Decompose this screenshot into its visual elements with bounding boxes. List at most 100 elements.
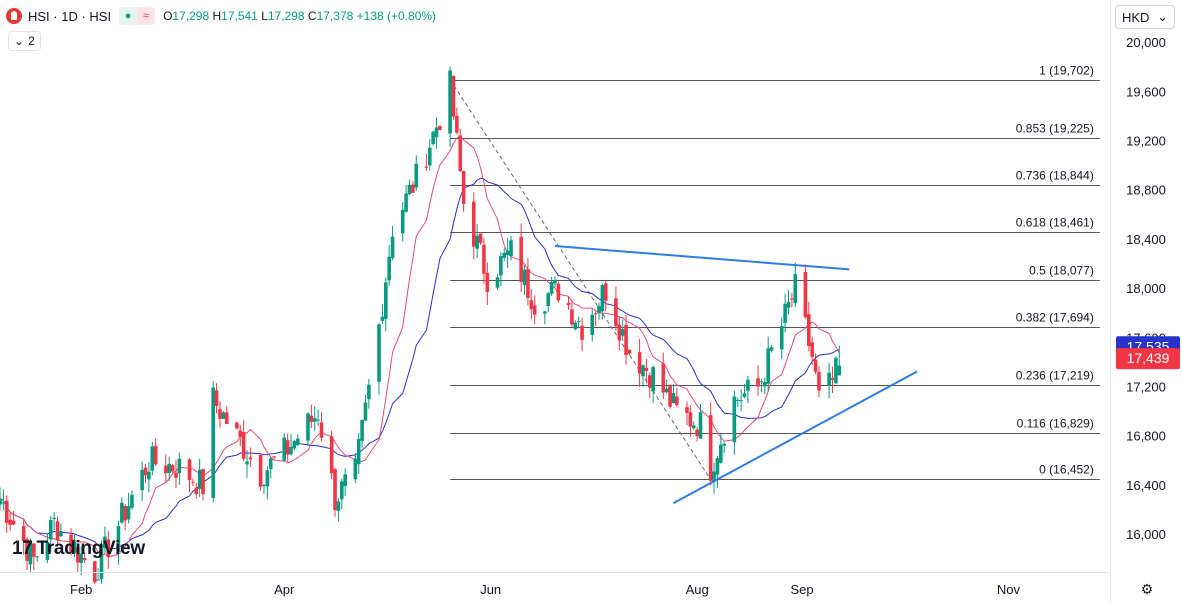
candle <box>641 364 645 387</box>
fib-level-label: 1 (19,702) <box>1039 64 1094 78</box>
candle <box>651 365 655 403</box>
candle-body <box>641 365 645 377</box>
candle <box>309 404 314 429</box>
candle-body <box>316 419 320 421</box>
high-value: 17,541 <box>221 9 258 23</box>
candle-body <box>448 70 452 134</box>
candle <box>813 353 818 375</box>
candle <box>546 291 551 313</box>
candle <box>400 202 405 242</box>
candle <box>363 394 368 421</box>
candle <box>126 492 131 524</box>
time-tick-label: Apr <box>274 582 295 597</box>
candle <box>593 311 598 326</box>
low-value: 17,298 <box>267 9 305 23</box>
fib-level-label: 0 (16,452) <box>1039 463 1094 477</box>
fibonacci-retracement: 1 (19,702) 0.853 (19,225) 0.736 (18,844) 0.… <box>449 64 1100 480</box>
candle <box>478 233 483 245</box>
candle <box>164 454 168 484</box>
candle <box>570 300 574 327</box>
gear-icon[interactable]: ⚙ <box>1140 580 1154 597</box>
candle <box>197 458 202 498</box>
candle <box>268 456 273 479</box>
candle <box>238 424 243 447</box>
candle <box>790 292 794 308</box>
candle <box>383 277 388 332</box>
candle <box>698 404 703 439</box>
candle-body <box>96 579 100 581</box>
time-tick-label: Jun <box>480 582 501 597</box>
price-tick-label: 16,400 <box>1126 478 1166 493</box>
status-pill[interactable]: ● ≈ <box>119 7 156 25</box>
candle <box>296 434 300 447</box>
candle <box>576 316 581 329</box>
candle-body <box>72 541 77 553</box>
candle <box>827 362 831 399</box>
candle <box>69 528 73 556</box>
ma-slow-line <box>0 177 840 550</box>
candle-body <box>475 235 479 249</box>
candle-body <box>414 163 419 188</box>
tradingview-logo[interactable]: 17 TradingView <box>12 538 145 560</box>
candle-body <box>590 314 595 335</box>
price-axis: 16,00016,40016,80017,20017,60018,00018,4… <box>1110 0 1182 603</box>
fib-level-label: 0.236 (17,219) <box>1016 369 1094 383</box>
candle-body <box>11 520 16 525</box>
price-tick-label: 18,000 <box>1126 281 1166 296</box>
open-value: 17,298 <box>172 9 210 23</box>
candle <box>482 238 486 285</box>
candle <box>214 383 219 414</box>
indicator-count: 2 <box>28 34 35 48</box>
candle <box>532 295 537 325</box>
candle <box>543 310 547 325</box>
candle-body <box>522 269 527 286</box>
price-label-last-text: 17,439 <box>1127 350 1170 366</box>
market-open-icon: ● <box>119 7 138 25</box>
candle-body <box>126 506 131 520</box>
symbol-title[interactable]: HSI · 1D · HSI <box>28 8 112 24</box>
price-tick-label: 16,800 <box>1126 429 1166 444</box>
candle-body <box>4 500 9 523</box>
price-tick-label: 19,200 <box>1126 133 1166 148</box>
candle-body <box>150 446 155 471</box>
candle <box>150 441 155 476</box>
indicators-toggle[interactable]: ⌄ 2 <box>8 31 41 51</box>
candle-body <box>593 313 598 315</box>
candle <box>742 383 747 399</box>
candlesticks <box>0 66 842 585</box>
candle-body <box>241 431 246 459</box>
candle-body <box>55 521 60 541</box>
time-tick-label: Feb <box>70 582 92 597</box>
candle <box>614 286 618 331</box>
candle <box>499 252 503 287</box>
candle <box>810 336 814 366</box>
candle <box>292 439 297 451</box>
candle-body <box>803 271 808 318</box>
candle <box>306 412 310 447</box>
candle <box>28 538 33 572</box>
candle <box>597 302 601 320</box>
candle-body <box>79 553 84 563</box>
currency-selector[interactable]: HKD ⌄ <box>1115 5 1175 29</box>
time-tick-label: Sep <box>790 582 813 597</box>
candle-body <box>153 445 158 465</box>
price-tick-label: 20,000 <box>1126 35 1166 50</box>
candle-body <box>106 539 111 557</box>
candle <box>329 430 334 480</box>
chevron-down-icon: ⌄ <box>14 34 25 48</box>
candle-body <box>177 458 182 474</box>
candle <box>580 317 584 352</box>
candle-body <box>695 429 699 437</box>
candle-body <box>377 324 381 382</box>
candle <box>448 66 452 148</box>
candle-body <box>471 201 476 247</box>
candle-body <box>32 543 36 557</box>
candle-body <box>739 400 743 402</box>
candle <box>319 411 324 442</box>
candle-body <box>333 469 337 510</box>
candle-body <box>712 471 716 482</box>
candle-body <box>617 324 622 341</box>
candle-body <box>543 311 547 314</box>
candle-body <box>48 519 53 540</box>
